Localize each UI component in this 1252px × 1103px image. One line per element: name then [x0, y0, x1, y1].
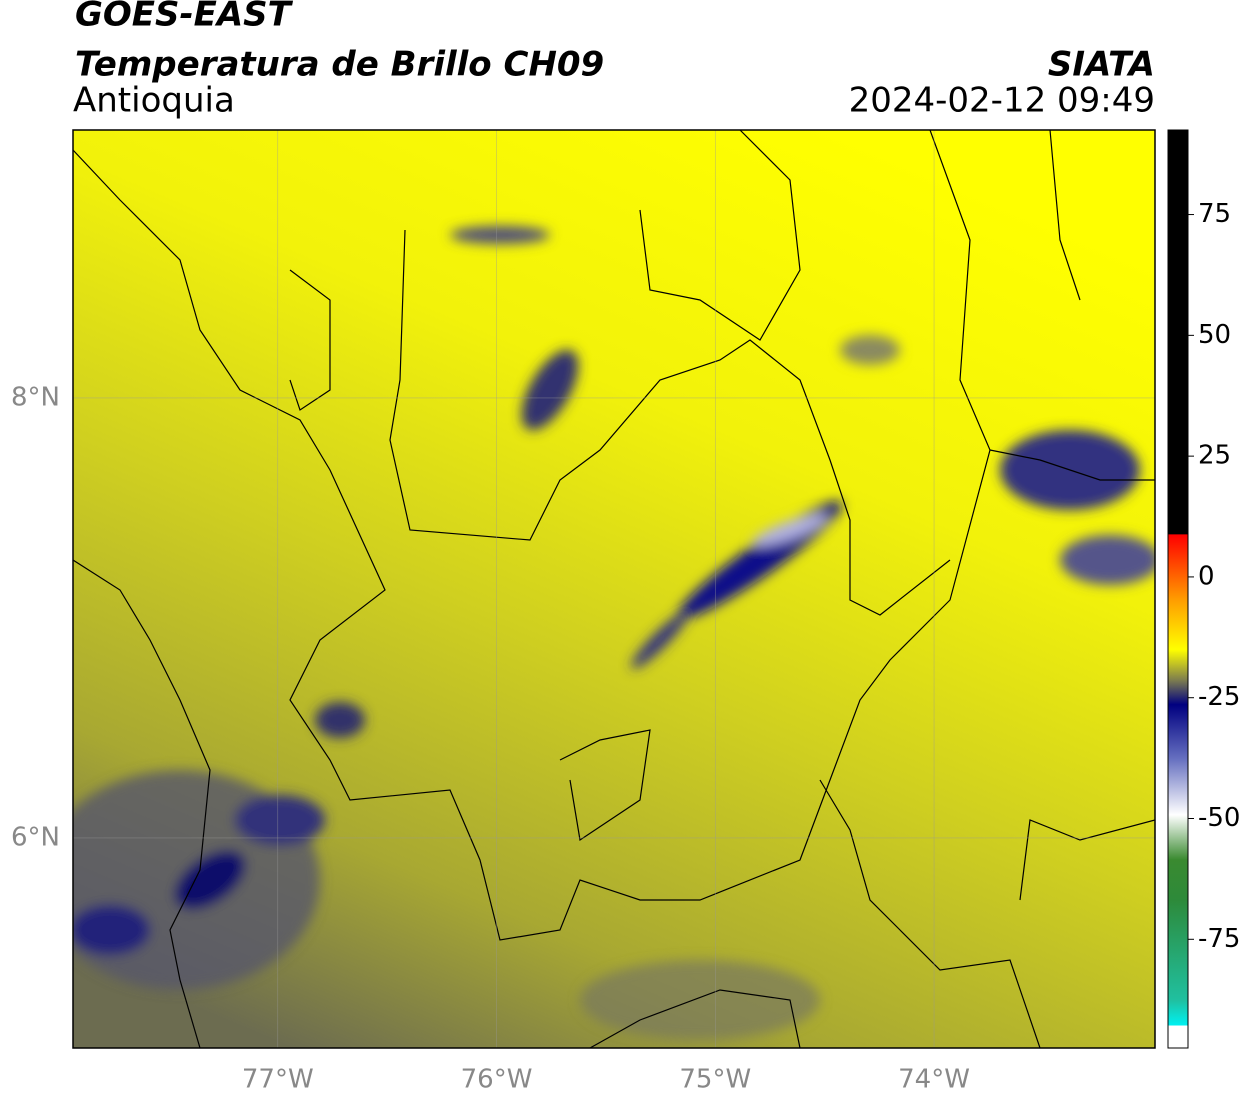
- x-tick-label: 74°W: [898, 1065, 970, 1095]
- colorbar-tick-label: 75: [1198, 199, 1231, 229]
- borders: [73, 130, 1155, 1048]
- satellite-title: GOES-EAST: [75, 0, 294, 35]
- x-tick-label: 75°W: [679, 1065, 751, 1095]
- colorbar-tick-label: -50: [1198, 803, 1240, 833]
- x-tick-label: 76°W: [461, 1065, 533, 1095]
- x-tick-label: 77°W: [242, 1065, 314, 1095]
- y-tick-label: 8°N: [11, 382, 60, 412]
- colorbar-tick-label: -25: [1198, 682, 1240, 712]
- product-title: Temperatura de Brillo CH09: [75, 45, 604, 85]
- graticule: [73, 130, 1155, 1048]
- colorbar: [1167, 129, 1189, 1049]
- y-tick-label: 6°N: [11, 822, 60, 852]
- region-title: Antioquia: [73, 81, 235, 121]
- colorbar-tick-label: 25: [1198, 441, 1231, 471]
- map-frame: [72, 129, 1156, 1049]
- source-title: SIATA: [1048, 45, 1155, 85]
- cloud-features: [73, 226, 1155, 1040]
- colorbar-tick-label: -75: [1198, 924, 1240, 954]
- map: [73, 130, 1155, 1048]
- colorbar-tick-label: 0: [1198, 561, 1215, 591]
- datetime: 2024-02-12 09:49: [849, 81, 1155, 121]
- colorbar-tick-label: 50: [1198, 320, 1231, 350]
